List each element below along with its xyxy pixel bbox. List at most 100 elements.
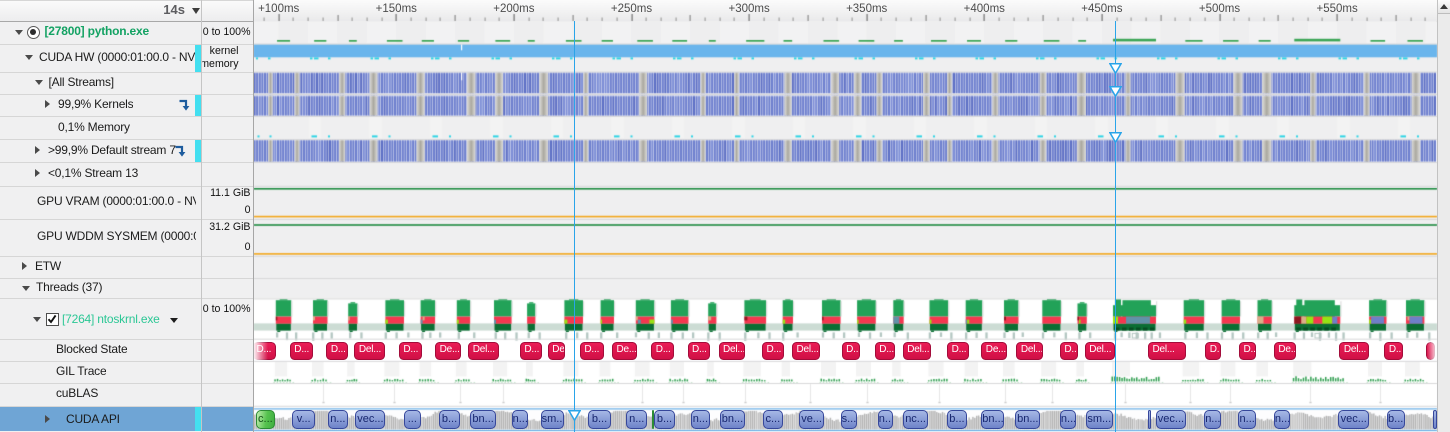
sidebar-row-stream-13[interactable]: <0,1% Stream 13: [0, 162, 253, 186]
cuda-api-call-box[interactable]: b...: [653, 409, 676, 430]
blocked-state-bar[interactable]: Del...: [1339, 341, 1370, 360]
timeline-track-vram[interactable]: [254, 186, 1438, 219]
blocked-state-bar[interactable]: D...: [519, 341, 542, 360]
blocked-state-bar[interactable]: Del...: [547, 341, 566, 360]
goto-kernel-arrow-icon[interactable]: [173, 144, 187, 158]
blocked-state-bar[interactable]: D...: [841, 341, 861, 360]
cuda-api-call-box[interactable]: n...: [1273, 409, 1291, 430]
blocked-state-bar[interactable]: Del...: [468, 341, 500, 360]
sidebar-row-process-python[interactable]: [27800] python.exe 0 to 100%: [0, 21, 253, 44]
cuda-api-call-box[interactable]: ...: [404, 409, 421, 430]
timeline-track-python[interactable]: [254, 21, 1438, 44]
cursor-marker-icon[interactable]: [567, 408, 582, 422]
timeline-track-stream13[interactable]: [254, 162, 1438, 186]
blocked-state-bar[interactable]: D...: [762, 341, 784, 360]
expander-collapsed-icon[interactable]: [34, 169, 40, 178]
scroll-up-button[interactable]: [1438, 0, 1450, 14]
sidebar-row-cuda-hw[interactable]: CUDA HW (0000:01:00.0 - NV kernel memory: [0, 43, 253, 72]
range-dropdown-caret-icon[interactable]: [192, 8, 200, 14]
goto-kernel-arrow-icon[interactable]: [177, 98, 191, 112]
sidebar-row-etw[interactable]: ETW: [0, 256, 253, 278]
sidebar-row-memory[interactable]: 0,1% Memory: [0, 116, 253, 139]
timeline-track-threads[interactable]: [254, 278, 1438, 298]
cuda-api-call-box[interactable]: [652, 409, 655, 430]
cuda-api-call-box[interactable]: n...: [877, 409, 894, 430]
cuda-api-call-box[interactable]: n...: [1238, 409, 1257, 430]
sidebar-row-threads[interactable]: Threads (37): [0, 278, 253, 298]
blocked-state-bar[interactable]: D...: [651, 341, 674, 360]
cursor-marker-icon[interactable]: [1108, 61, 1123, 75]
cuda-api-call-box[interactable]: n...: [1059, 409, 1077, 430]
blocked-state-bar[interactable]: Del...: [1016, 341, 1044, 360]
cuda-api-call-box[interactable]: c...: [256, 409, 275, 430]
sidebar-row-ntoskrnl[interactable]: [7264] ntoskrnl.exe 0 to 100%: [0, 298, 253, 338]
cuda-api-call-box[interactable]: vec...: [355, 409, 386, 430]
vertical-scrollbar[interactable]: [1437, 0, 1450, 432]
blocked-state-bar[interactable]: D...: [398, 341, 422, 360]
blocked-state-bar[interactable]: Del...: [1148, 341, 1186, 360]
blocked-state-bar[interactable]: De...: [612, 341, 637, 360]
cursor-marker-icon[interactable]: [1108, 130, 1123, 144]
expander-collapsed-icon[interactable]: [45, 100, 50, 109]
cuda-api-call-box[interactable]: n...: [511, 409, 529, 430]
cuda-api-call-box[interactable]: [1148, 409, 1151, 430]
expander-collapsed-icon[interactable]: [34, 145, 40, 154]
timeline-cursor-line[interactable]: [573, 21, 576, 432]
timeline-track-ntoskrnl[interactable]: [254, 298, 1438, 338]
sidebar-row-gil-trace[interactable]: GIL Trace: [0, 361, 253, 383]
cuda-api-call-box[interactable]: [1433, 409, 1437, 430]
timeline-track-etw[interactable]: [254, 256, 1438, 278]
sidebar-row-blocked-state[interactable]: Blocked State: [0, 339, 253, 361]
sidebar-row-kernels[interactable]: 99,9% Kernels: [0, 94, 253, 116]
blocked-state-bar[interactable]: D...: [1384, 341, 1403, 360]
sidebar-row-all-streams[interactable]: [All Streams]: [0, 72, 253, 95]
blocked-state-bar[interactable]: D...: [579, 341, 604, 360]
cuda-api-call-box[interactable]: nc...: [902, 409, 929, 430]
cuda-api-call-box[interactable]: b...: [947, 409, 967, 430]
blocked-state-bar[interactable]: D...: [1205, 341, 1221, 360]
cuda-api-call-box[interactable]: vec...: [1338, 409, 1370, 430]
expander-expanded-icon[interactable]: [22, 285, 30, 291]
blocked-state-bar[interactable]: D...: [326, 341, 349, 360]
blocked-state-bar[interactable]: Del...: [902, 341, 931, 360]
sidebar-row-cublas[interactable]: cuBLAS: [0, 383, 253, 406]
timeline-cursor-line[interactable]: [1114, 21, 1117, 432]
blocked-state-bar[interactable]: D...: [1239, 341, 1257, 360]
cuda-api-call-box[interactable]: n...: [327, 409, 349, 430]
cuda-api-call-box[interactable]: bn...: [470, 409, 497, 430]
timeline-track-sysmem[interactable]: [254, 219, 1438, 256]
cuda-api-call-box[interactable]: b...: [1386, 409, 1405, 430]
cuda-api-call-box[interactable]: n...: [690, 409, 711, 430]
cuda-api-call-box[interactable]: ve...: [799, 409, 824, 430]
timeline-track-defstream[interactable]: [254, 139, 1438, 162]
cuda-api-call-box[interactable]: v...: [292, 409, 316, 430]
blocked-state-bar[interactable]: D...: [947, 341, 969, 360]
blocked-state-bar[interactable]: Del...: [354, 341, 386, 360]
expander-expanded-icon[interactable]: [33, 317, 41, 323]
sidebar-row-gpu-vram[interactable]: GPU VRAM (0000:01:00.0 - NV 11.1 GiB 0: [0, 186, 253, 219]
cuda-api-call-box[interactable]: bn...: [981, 409, 1004, 430]
cuda-api-call-box[interactable]: sm...: [1085, 409, 1113, 430]
timeline-track-memory[interactable]: [254, 116, 1438, 139]
timeline-track-cublas[interactable]: [254, 383, 1438, 406]
timeline-track-gil[interactable]: [254, 361, 1438, 383]
blocked-state-bar[interactable]: Del...: [718, 341, 746, 360]
expander-collapsed-icon[interactable]: [22, 262, 27, 271]
cuda-api-call-box[interactable]: s...: [840, 409, 858, 430]
blocked-state-bar[interactable]: D...: [253, 341, 276, 360]
sidebar-row-cuda-api[interactable]: CUDA API: [0, 407, 253, 432]
process-focus-radio-icon[interactable]: [27, 25, 40, 39]
blocked-state-bar[interactable]: De...: [1273, 341, 1297, 360]
sidebar-row-default-stream[interactable]: >99,9% Default stream 7: [0, 139, 253, 162]
cuda-api-call-box[interactable]: bn...: [719, 409, 746, 430]
blocked-state-bar[interactable]: D...: [289, 341, 313, 360]
cursor-marker-icon[interactable]: [1108, 84, 1123, 98]
blocked-state-bar[interactable]: D...: [1059, 341, 1079, 360]
blocked-state-bar[interactable]: D...: [874, 341, 896, 360]
expander-expanded-icon[interactable]: [24, 55, 33, 60]
blocked-state-bar[interactable]: Del...: [1084, 341, 1115, 360]
expander-expanded-icon[interactable]: [14, 29, 23, 35]
cuda-api-call-box[interactable]: sm...: [540, 409, 565, 430]
cuda-api-call-box[interactable]: c...: [763, 409, 783, 430]
timeline-track-allstreams[interactable]: [254, 72, 1438, 95]
